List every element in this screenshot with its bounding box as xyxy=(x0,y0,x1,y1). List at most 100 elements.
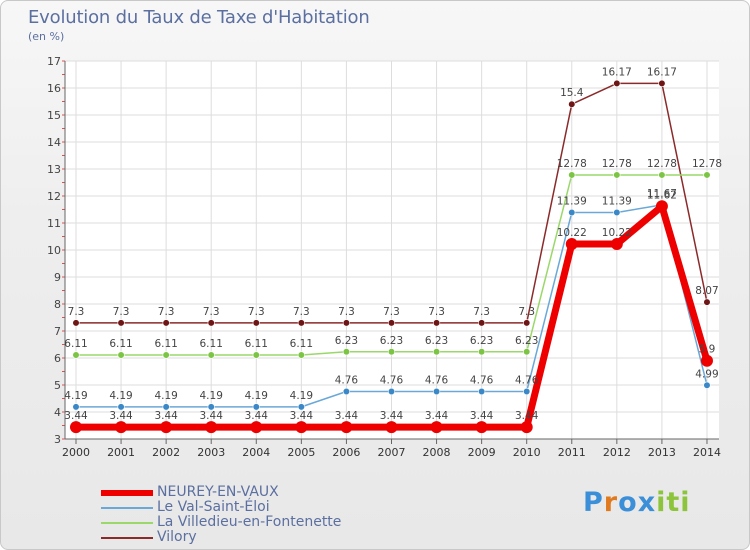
data-point-vilory xyxy=(478,319,486,327)
data-point-la-villedieu-en-fontenette xyxy=(387,348,396,356)
data-label-neurey-en-vaux: 3.44 xyxy=(290,410,314,422)
series-layer xyxy=(70,79,713,434)
data-label-neurey-en-vaux: 3.44 xyxy=(64,410,88,422)
data-point-neurey-en-vaux xyxy=(700,354,713,367)
data-label-le-val-saint-loi: 4.76 xyxy=(425,374,449,386)
y-tick-label: 12 xyxy=(47,190,61,203)
legend-swatch-vilory xyxy=(101,537,153,539)
data-label-vilory: 8.07 xyxy=(695,285,718,297)
data-label-neurey-en-vaux: 3.44 xyxy=(200,410,224,422)
data-label-vilory: 7.3 xyxy=(338,306,355,318)
legend-label-vilory: Vilory xyxy=(157,529,197,545)
y-tick-label: 4 xyxy=(54,406,61,419)
y-tick-label: 14 xyxy=(47,136,61,149)
chart-unit-label: (en %) xyxy=(28,30,65,43)
data-point-vilory xyxy=(387,319,396,327)
data-label-la-villedieu-en-fontenette: 12.78 xyxy=(557,158,587,170)
data-label-vilory: 7.3 xyxy=(203,306,220,318)
data-label-neurey-en-vaux: 10.22 xyxy=(602,227,632,239)
data-point-la-villedieu-en-fontenette xyxy=(207,351,215,359)
data-label-le-val-saint-loi: 4.19 xyxy=(290,390,313,402)
data-point-le-val-saint-loi xyxy=(613,208,621,217)
x-tick-label: 2002 xyxy=(152,446,180,459)
chart-title: Evolution du Taux de Taxe d'Habitation xyxy=(28,7,370,28)
x-tick-label: 2011 xyxy=(558,446,586,459)
data-point-le-val-saint-loi xyxy=(432,387,441,396)
data-point-vilory xyxy=(252,319,260,327)
data-label-vilory: 7.3 xyxy=(158,306,175,318)
data-point-le-val-saint-loi xyxy=(117,403,125,411)
data-label-neurey-en-vaux: 11.62 xyxy=(647,189,677,201)
data-point-le-val-saint-loi xyxy=(207,403,215,411)
data-label-le-val-saint-loi: 4.76 xyxy=(335,374,359,386)
data-point-la-villedieu-en-fontenette xyxy=(72,351,80,359)
y-tick-label: 13 xyxy=(47,163,61,176)
x-tick-label: 2008 xyxy=(423,446,451,459)
data-label-le-val-saint-loi: 4.19 xyxy=(245,390,268,402)
x-tick-label: 2006 xyxy=(332,446,360,459)
data-point-vilory xyxy=(523,319,531,327)
x-tick-label: 2014 xyxy=(693,446,721,459)
data-point-le-val-saint-loi xyxy=(523,387,531,396)
x-tick-label: 2007 xyxy=(377,446,405,459)
data-label-le-val-saint-loi: 11.39 xyxy=(602,195,632,207)
data-label-vilory: 7.3 xyxy=(473,306,490,318)
legend-item-neurey: NEUREY-EN-VAUX xyxy=(101,484,401,500)
data-point-vilory xyxy=(342,319,351,327)
x-tick-label: 2004 xyxy=(242,446,270,459)
legend-item-vilory: Vilory xyxy=(101,529,401,545)
data-label-le-val-saint-loi: 4.19 xyxy=(109,390,132,402)
data-point-la-villedieu-en-fontenette xyxy=(432,348,441,356)
data-point-neurey-en-vaux xyxy=(160,421,173,434)
data-label-la-villedieu-en-fontenette: 6.11 xyxy=(64,338,87,350)
data-point-la-villedieu-en-fontenette xyxy=(478,348,486,356)
x-tick-label: 2010 xyxy=(513,446,541,459)
y-tick-label: 8 xyxy=(54,298,61,311)
y-tick-label: 16 xyxy=(47,82,61,95)
data-point-la-villedieu-en-fontenette xyxy=(613,171,621,179)
data-label-neurey-en-vaux: 3.44 xyxy=(380,410,404,422)
data-label-vilory: 15.4 xyxy=(560,87,584,99)
data-point-le-val-saint-loi xyxy=(387,387,396,396)
data-label-vilory: 7.3 xyxy=(518,306,535,318)
data-point-le-val-saint-loi xyxy=(568,208,576,217)
x-tick-label: 2009 xyxy=(468,446,496,459)
data-label-la-villedieu-en-fontenette: 6.23 xyxy=(470,335,493,347)
proxiti-logo: Proxiti xyxy=(583,487,691,518)
logo-letter: t xyxy=(666,487,681,518)
legend-label-val-saint-eloi: Le Val-Saint-Éloi xyxy=(157,499,270,515)
data-label-la-villedieu-en-fontenette: 12.78 xyxy=(602,158,632,170)
data-point-vilory xyxy=(703,298,711,306)
data-label-vilory: 7.3 xyxy=(293,306,310,318)
data-point-vilory xyxy=(117,319,125,327)
data-label-le-val-saint-loi: 11.67 xyxy=(647,188,677,200)
logo-letter: x xyxy=(637,487,657,518)
data-label-neurey-en-vaux: 3.44 xyxy=(515,410,539,422)
data-label-la-villedieu-en-fontenette: 6.11 xyxy=(109,338,132,350)
data-point-le-val-saint-loi xyxy=(72,403,80,411)
data-point-neurey-en-vaux xyxy=(250,421,263,434)
data-label-la-villedieu-en-fontenette: 6.11 xyxy=(200,338,223,350)
legend-item-val-saint-eloi: Le Val-Saint-Éloi xyxy=(101,499,401,515)
y-tick-label: 5 xyxy=(54,379,61,392)
axis-layer: 3 4 5 6 7 8 9 10 11 12 13 14 15 16 17 2000 2001 2002 2003 2… xyxy=(47,55,721,459)
data-point-neurey-en-vaux xyxy=(520,421,533,434)
data-label-le-val-saint-loi: 4.76 xyxy=(380,374,404,386)
data-label-le-val-saint-loi: 4.76 xyxy=(515,374,539,386)
data-label-neurey-en-vaux: 3.44 xyxy=(245,410,269,422)
data-label-neurey-en-vaux: 10.22 xyxy=(557,227,587,239)
data-point-neurey-en-vaux xyxy=(70,421,82,434)
data-point-la-villedieu-en-fontenette xyxy=(523,348,531,356)
data-point-vilory xyxy=(207,319,215,327)
data-label-neurey-en-vaux: 3.44 xyxy=(425,410,449,422)
logo-letter: r xyxy=(603,487,619,518)
legend-label-neurey: NEUREY-EN-VAUX xyxy=(157,484,279,500)
data-point-neurey-en-vaux xyxy=(295,421,308,434)
data-label-le-val-saint-loi: 4.19 xyxy=(154,390,177,402)
data-label-neurey-en-vaux: 3.44 xyxy=(109,410,133,422)
data-point-vilory xyxy=(297,319,305,327)
data-label-layer: 7.3 7.3 7.3 7.3 7.3 7.3 7.3 7.3 7.3 7.3 7.3 15.4 16.… xyxy=(64,66,722,422)
logo-letter: P xyxy=(583,487,604,518)
data-label-le-val-saint-loi: 4.76 xyxy=(470,374,494,386)
data-point-neurey-en-vaux xyxy=(340,421,353,434)
